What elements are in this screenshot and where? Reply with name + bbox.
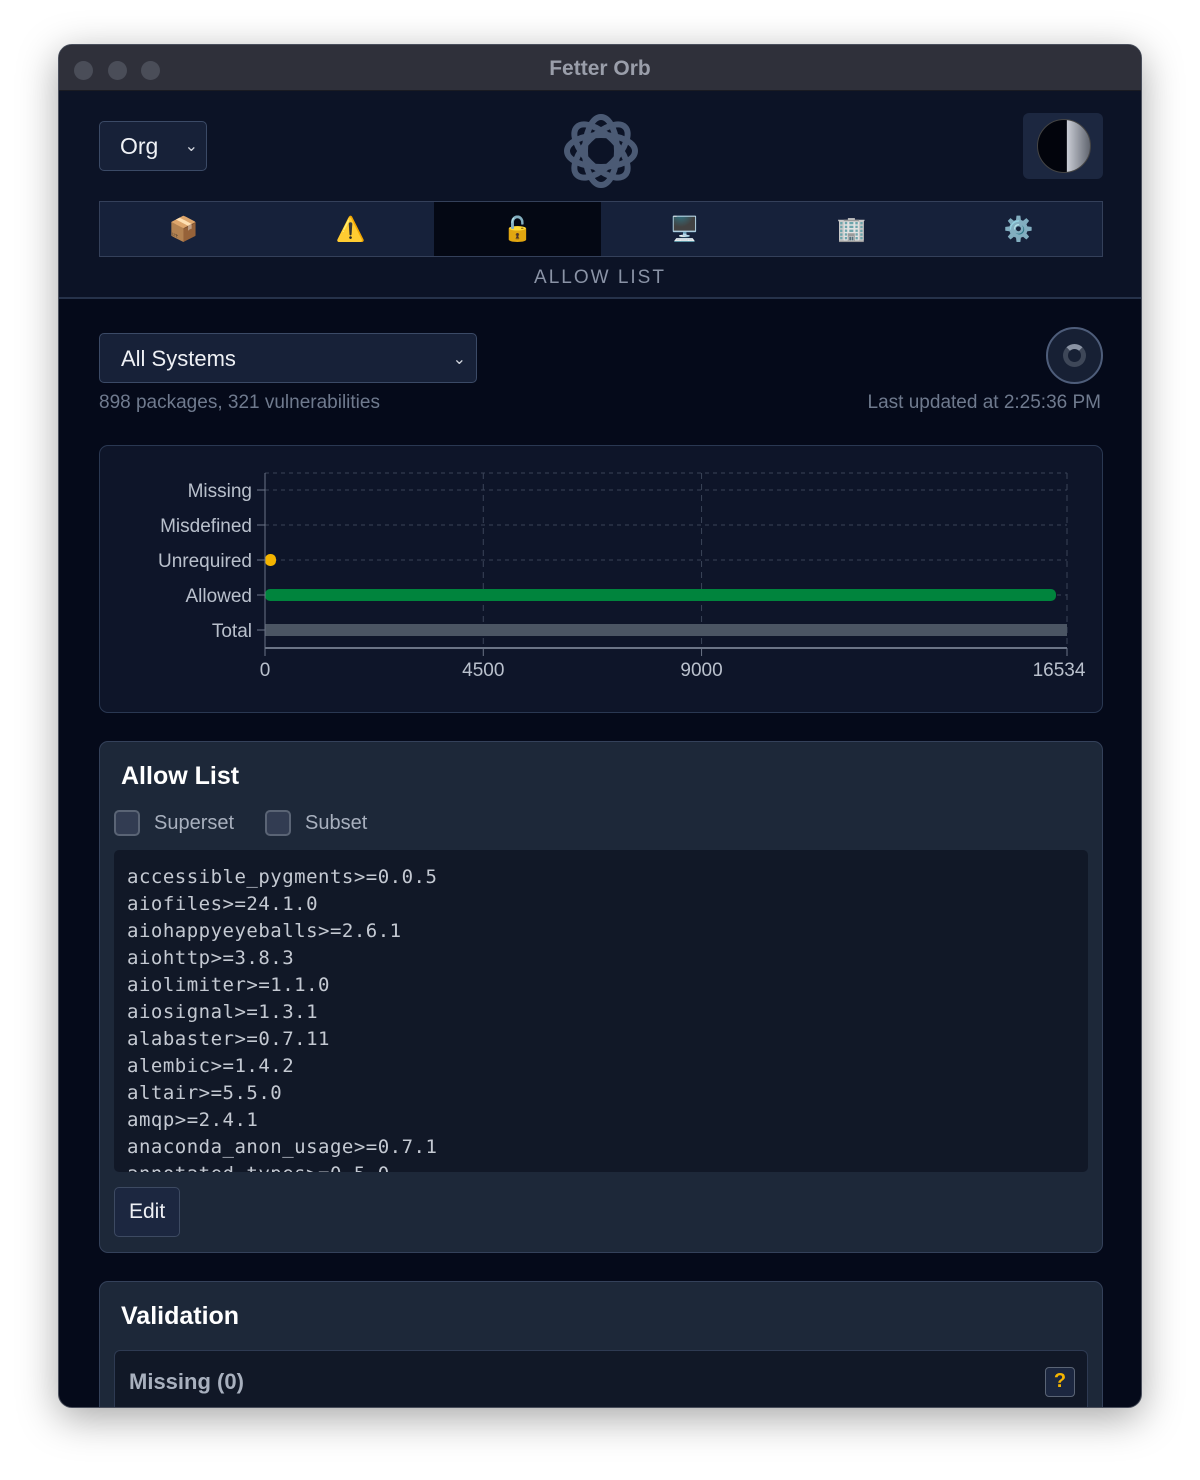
- allow-list-title: Allow List: [121, 762, 240, 790]
- package-icon: 📦: [168, 215, 199, 243]
- tab-vulnerabilities[interactable]: ⚠️: [267, 202, 434, 256]
- refresh-icon: [1063, 344, 1086, 367]
- validation-card: Validation Missing (0) ?: [99, 1281, 1103, 1407]
- window-title: Fetter Orb: [549, 57, 651, 80]
- app-window: Fetter Orb Org ⌄ 📦 ⚠️ 🔓 🖥️ 🏢 ⚙️ ALLOW LIS…: [58, 44, 1142, 1408]
- warning-icon: ⚠️: [335, 215, 366, 243]
- nav-tabs: 📦 ⚠️ 🔓 🖥️ 🏢 ⚙️: [99, 201, 1103, 257]
- avatar: [1037, 119, 1091, 173]
- avatar-button[interactable]: [1023, 113, 1103, 179]
- tab-packages[interactable]: 📦: [100, 202, 267, 256]
- allow-list-line: aiofiles>=24.1.0: [127, 893, 319, 915]
- allow-list-line: accessible_pygments>=0.0.5: [127, 866, 438, 888]
- allow-list-card: Allow List Superset Subset accessible_py…: [99, 741, 1103, 1253]
- validation-title: Validation: [121, 1302, 240, 1330]
- bar-unrequired: [265, 554, 277, 566]
- gear-icon: ⚙️: [1003, 215, 1034, 243]
- allow-list-line: amqp>=2.4.1: [127, 1109, 259, 1131]
- tab-settings[interactable]: ⚙️: [935, 202, 1102, 256]
- zoom-button[interactable]: [141, 61, 160, 80]
- last-updated: Last updated at 2:25:36 PM: [867, 392, 1101, 413]
- edit-button[interactable]: Edit: [114, 1187, 181, 1237]
- subset-label: Subset: [305, 812, 368, 834]
- y-tick-label: Total: [212, 621, 252, 642]
- chevron-down-icon: ⌄: [452, 351, 466, 368]
- unlock-icon: 🔓: [502, 215, 533, 243]
- allow-list-line: aiolimiter>=1.1.0: [127, 974, 330, 996]
- x-tick-label: 0: [260, 660, 271, 681]
- allow-list-line: alembic>=1.4.2: [127, 1055, 295, 1077]
- system-select-value: All Systems: [121, 346, 236, 371]
- tab-org[interactable]: 🏢: [768, 202, 935, 256]
- allow-list-line: anaconda_anon_usage>=0.7.1: [127, 1136, 438, 1158]
- help-button[interactable]: ?: [1045, 1367, 1075, 1397]
- allow-list-line: altair>=5.5.0: [127, 1082, 283, 1104]
- allow-list-line: alabaster>=0.7.11: [127, 1028, 330, 1050]
- superset-label: Superset: [154, 812, 235, 834]
- superset-checkbox[interactable]: [114, 810, 140, 836]
- allow-list-text[interactable]: accessible_pygments>=0.0.5 aiofiles>=24.1…: [114, 850, 1088, 1172]
- section-label: ALLOW LIST: [534, 267, 666, 288]
- org-select-value: Org: [120, 133, 159, 159]
- org-select[interactable]: Org ⌄: [99, 121, 207, 171]
- missing-section[interactable]: Missing (0) ?: [114, 1350, 1088, 1407]
- subset-checkbox[interactable]: [265, 810, 291, 836]
- chevron-down-icon: ⌄: [184, 138, 198, 155]
- allow-list-line: aiohttp>=3.8.3: [127, 947, 295, 969]
- bar-allowed: [265, 589, 1056, 601]
- summary-text: 898 packages, 321 vulnerabilities: [99, 392, 380, 413]
- building-icon: 🏢: [836, 215, 867, 243]
- x-tick-label: 16534: [1033, 660, 1086, 681]
- allow-list-line: annotated_types>=0.5.0: [127, 1161, 1088, 1172]
- header: Org ⌄ 📦 ⚠️ 🔓 🖥️ 🏢 ⚙️ ALLOW LIST: [59, 91, 1141, 299]
- bar-total: [265, 624, 1067, 636]
- tab-allow-list[interactable]: 🔓: [434, 202, 601, 256]
- close-button[interactable]: [74, 61, 93, 80]
- x-tick-label: 9000: [680, 660, 722, 681]
- allow-list-line: aiohappyeyeballs>=2.6.1: [127, 920, 402, 942]
- y-tick-label: Unrequired: [158, 551, 252, 572]
- missing-label: Missing (0): [129, 1369, 244, 1394]
- y-tick-label: Misdefined: [160, 516, 252, 537]
- refresh-button[interactable]: [1046, 327, 1103, 384]
- y-tick-label: Allowed: [185, 586, 252, 607]
- bar-chart: Missing Misdefined Unrequired Allowed Total 0…: [158, 472, 1086, 681]
- title-bar: Fetter Orb: [59, 45, 1141, 91]
- y-tick-label: Missing: [188, 481, 252, 502]
- logo-knot-icon: [564, 114, 638, 188]
- allow-list-line: aiosignal>=1.3.1: [127, 1001, 319, 1023]
- computer-icon: 🖥️: [669, 215, 700, 243]
- system-select[interactable]: All Systems ⌄: [99, 333, 477, 383]
- chart-panel: Missing Misdefined Unrequired Allowed Total 0…: [99, 445, 1103, 713]
- x-tick-label: 4500: [462, 660, 504, 681]
- minimize-button[interactable]: [108, 61, 127, 80]
- tab-systems[interactable]: 🖥️: [601, 202, 768, 256]
